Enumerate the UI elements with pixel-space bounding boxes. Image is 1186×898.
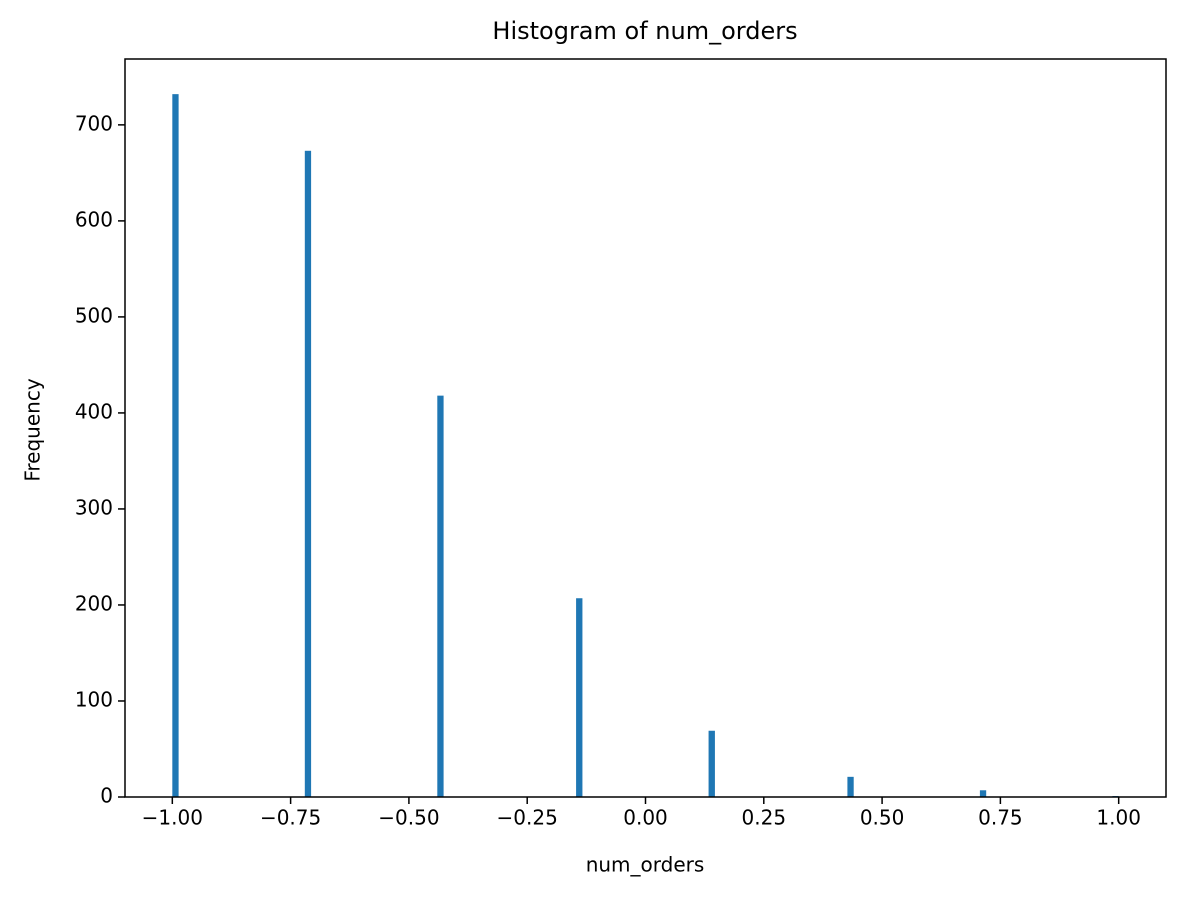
x-axis-label: num_orders — [586, 853, 705, 877]
x-tick-label: 0.00 — [623, 806, 668, 830]
x-tick-label: −0.25 — [497, 806, 558, 830]
y-tick-label: 200 — [75, 591, 113, 615]
plot-frame — [124, 58, 1167, 798]
y-tick-label: 600 — [75, 207, 113, 231]
y-tick-label: 300 — [75, 495, 113, 519]
x-tick-label: −0.50 — [378, 806, 439, 830]
x-tick-label: 1.00 — [1096, 806, 1141, 830]
y-tick-label: 0 — [100, 784, 113, 808]
x-tick-label: 0.25 — [742, 806, 787, 830]
chart-title: Histogram of num_orders — [492, 17, 797, 45]
bar — [708, 730, 715, 797]
x-tick-label: 0.50 — [860, 806, 905, 830]
x-tick-label: 0.75 — [978, 806, 1023, 830]
bar — [437, 395, 444, 797]
y-tick-label: 100 — [75, 687, 113, 711]
y-tick-label: 400 — [75, 399, 113, 423]
bar — [576, 598, 583, 797]
y-axis-label: Frequency — [21, 378, 45, 481]
bar — [979, 790, 987, 797]
bar — [847, 776, 854, 797]
y-tick-label: 700 — [75, 111, 113, 135]
x-tick-label: −1.00 — [142, 806, 203, 830]
y-tick-label: 500 — [75, 303, 113, 327]
x-tick-label: −0.75 — [260, 806, 321, 830]
bar — [304, 150, 312, 797]
bar — [172, 94, 179, 797]
